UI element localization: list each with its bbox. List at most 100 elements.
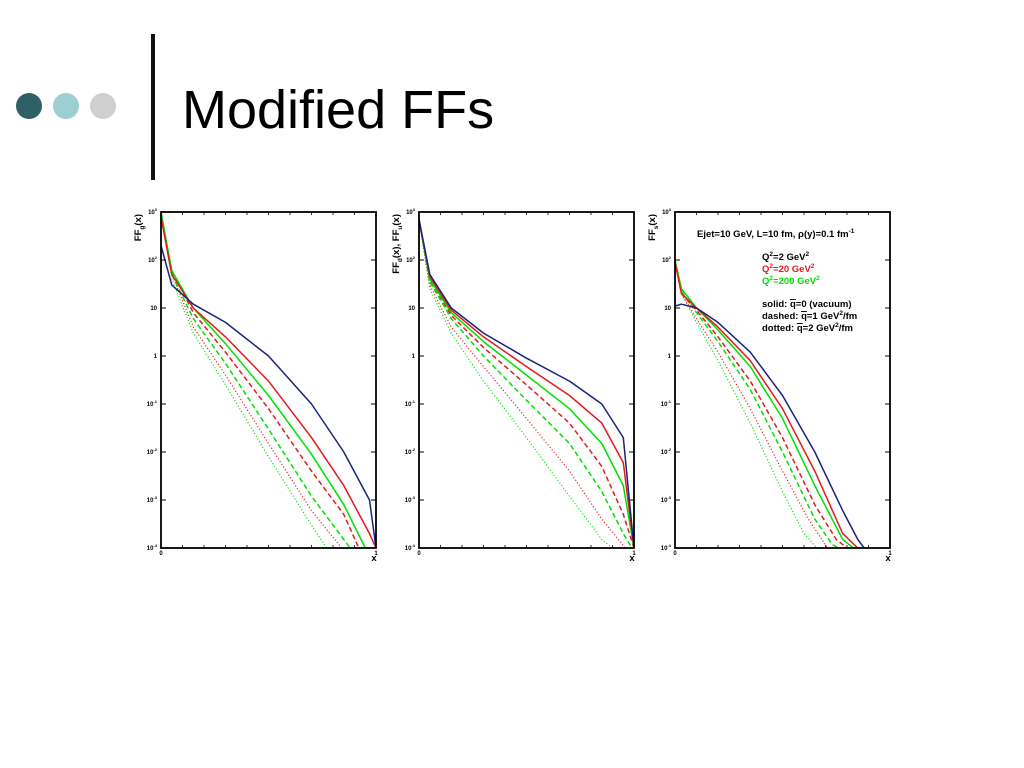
y-tick-label: 10-2 (405, 447, 416, 456)
series-line-dashed (419, 219, 633, 548)
y-tick-base: 10 (405, 402, 412, 408)
legend-title: Ejet=10 GeV, L=10 fm, ρ(y)=0.1 fm-1 (697, 228, 855, 240)
legend-style-tail: /fm (843, 311, 857, 322)
y-axis-label: FFs(x) (647, 214, 660, 241)
y-tick-exp: 3 (155, 207, 158, 212)
y-tick-exp: -3 (153, 495, 157, 500)
legend-entry-style: dashed: q=1 GeV2/fm (762, 310, 857, 322)
series-line-solid (161, 216, 376, 548)
y-tick-label: 10 (664, 306, 671, 312)
series-line-dashed (419, 219, 634, 548)
legend-style-rest: =1 GeV (807, 311, 840, 322)
y-tick-label: 10-3 (661, 495, 672, 504)
y-tick-base: 10 (664, 306, 671, 312)
legend-sup: 2 (811, 263, 815, 270)
y-tick-base: 10 (662, 210, 669, 216)
y-tick-base: 10 (661, 546, 668, 552)
y-tick-label: 10-4 (661, 543, 672, 552)
y-tick-exp: 3 (669, 207, 672, 212)
x-tick-label: 0 (673, 551, 677, 557)
legend-mid: =200 GeV (773, 276, 817, 287)
legend-style-rest: =0 (vacuum) (796, 299, 852, 310)
legend-mid: =20 GeV (773, 264, 811, 275)
x-tick-label: 0 (417, 551, 421, 557)
x-tick-label: 1 (374, 551, 378, 557)
title-divider (151, 34, 155, 180)
y-tick-label: 103 (662, 207, 672, 216)
y-tick-exp: 3 (413, 207, 416, 212)
y-tick-base: 10 (406, 258, 413, 264)
y-tick-label: 10-4 (405, 543, 416, 552)
y-tick-base: 10 (661, 450, 668, 456)
y-tick-label: 102 (148, 255, 158, 264)
series-line-solid (419, 219, 634, 548)
y-tick-label: 103 (148, 207, 158, 216)
legend-sup: 2 (769, 251, 773, 258)
plot-frame (160, 211, 377, 549)
y-axis-label: FFg(x) (133, 214, 146, 241)
y-tick-exp: -4 (411, 543, 415, 548)
legend-title-part: (y)=0.1 fm (804, 229, 849, 240)
legend-style-rest: =2 GeV (803, 323, 836, 334)
y-tick-base: 1 (412, 354, 416, 360)
series-line-dashed (161, 216, 360, 548)
y-tick-exp: -4 (667, 543, 671, 548)
series-line-solid (675, 259, 854, 548)
y-tick-label: 1 (412, 354, 416, 360)
y-tick-base: 10 (148, 210, 155, 216)
legend-entry-q2: Q2=200 GeV2 (762, 275, 820, 287)
legend-q: Q (762, 276, 769, 287)
y-label-tail: (x), FF (391, 229, 402, 258)
y-tick-base: 1 (668, 354, 672, 360)
y-tick-label: 10-1 (661, 399, 672, 408)
y-tick-exp: -2 (667, 447, 671, 452)
x-axis-label: x (885, 553, 891, 564)
y-label-sub: d (397, 258, 404, 262)
legend-style-sup: 2 (835, 322, 839, 329)
series-line-solid (675, 262, 859, 548)
y-tick-base: 10 (405, 450, 412, 456)
y-tick-base: 10 (147, 402, 154, 408)
legend-sup: 2 (769, 275, 773, 282)
legend-entry-style: dotted: q=2 GeV2/fm (762, 322, 853, 334)
y-tick-base: 10 (408, 306, 415, 312)
y-tick-exp: -4 (153, 543, 157, 548)
y-tick-base: 10 (661, 402, 668, 408)
x-tick-label: 0 (159, 551, 163, 557)
series-line-dotted (161, 216, 343, 548)
y-tick-label: 10-4 (147, 543, 158, 552)
legend-style-lead: dashed: (762, 311, 801, 322)
y-tick-base: 10 (147, 450, 154, 456)
legend-q: Q (762, 264, 769, 275)
legend-style-qhat: q (790, 299, 796, 310)
y-tick-label: 103 (406, 207, 416, 216)
series-line-dotted (675, 262, 829, 548)
y-tick-exp: 2 (413, 255, 416, 260)
x-axis-label: x (629, 553, 635, 564)
y-tick-exp: -2 (153, 447, 157, 452)
y-tick-label: 1 (154, 354, 158, 360)
series-line-dotted (161, 212, 328, 548)
series-line-solid (675, 303, 865, 548)
legend-title-sup: -1 (849, 228, 855, 235)
legend-style-tail: /fm (839, 323, 853, 334)
y-label-sub: s (653, 225, 660, 229)
y-axis-label: FFd(x), FFu(x) (391, 214, 404, 274)
legend-entry-q2: Q2=20 GeV2 (762, 263, 815, 275)
y-tick-base: 10 (405, 498, 412, 504)
legend-title-rho: ρ (798, 229, 804, 240)
y-label-tail: (x) (647, 214, 658, 226)
y-tick-base: 10 (662, 258, 669, 264)
y-label-tail: (x) (133, 214, 144, 226)
dot-gray (90, 93, 116, 119)
y-label-main: FF (391, 262, 402, 274)
y-tick-base: 10 (406, 210, 413, 216)
y-tick-label: 102 (662, 255, 672, 264)
y-tick-label: 10-2 (147, 447, 158, 456)
y-tick-label: 10 (408, 306, 415, 312)
legend-style-qhat: q (801, 311, 807, 322)
